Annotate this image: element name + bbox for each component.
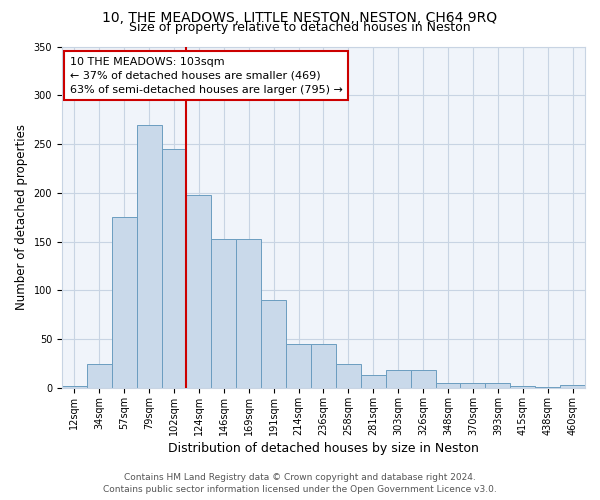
Bar (510, 386, 535, 388)
Bar (137, 124, 161, 388)
Bar (161, 149, 187, 388)
Y-axis label: Number of detached properties: Number of detached properties (15, 124, 28, 310)
Bar (87, 364, 112, 388)
Text: Contains HM Land Registry data © Crown copyright and database right 2024.
Contai: Contains HM Land Registry data © Crown c… (103, 472, 497, 494)
Bar (336, 364, 361, 388)
Text: 10 THE MEADOWS: 103sqm
← 37% of detached houses are smaller (469)
63% of semi-de: 10 THE MEADOWS: 103sqm ← 37% of detached… (70, 56, 343, 94)
Bar (386, 370, 410, 388)
Bar (311, 344, 336, 388)
Bar (361, 376, 386, 388)
X-axis label: Distribution of detached houses by size in Neston: Distribution of detached houses by size … (168, 442, 479, 455)
Text: Size of property relative to detached houses in Neston: Size of property relative to detached ho… (129, 21, 471, 34)
Bar (236, 238, 261, 388)
Bar (112, 218, 137, 388)
Bar (485, 383, 510, 388)
Bar (211, 238, 236, 388)
Bar (187, 195, 211, 388)
Bar (286, 344, 311, 388)
Bar (460, 383, 485, 388)
Bar (261, 300, 286, 388)
Bar (560, 385, 585, 388)
Bar (410, 370, 436, 388)
Text: 10, THE MEADOWS, LITTLE NESTON, NESTON, CH64 9RQ: 10, THE MEADOWS, LITTLE NESTON, NESTON, … (103, 11, 497, 25)
Bar (436, 383, 460, 388)
Bar (535, 387, 560, 388)
Bar (62, 386, 87, 388)
